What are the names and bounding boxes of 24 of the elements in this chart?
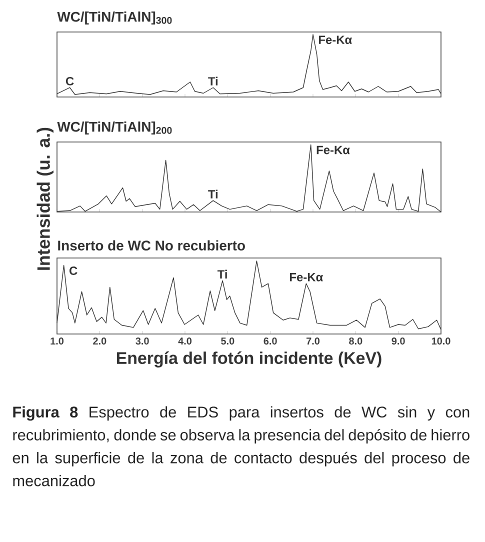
annotation: Fe-Kα [316,146,350,154]
annotation: C [70,266,78,275]
x-tick-label: 7.0 [306,338,320,345]
chart-title: Inserto de WC No recubierto [58,240,245,251]
annotation: Fe-Kα [290,273,323,282]
text: Figura 8 Espectro de EDS para insertos de WC sin y con recubrimiento, donde se observa la presencia del depósito de hierro en la superficie de la zona de contacto después del proceso de mecanizado [12,406,470,486]
annotation: Ti [217,270,227,278]
chart-title: WC/[TiN/TiAlN]$_{200}$ [57,121,172,134]
y-axis-title: Intensidad (u. a.) [36,128,54,270]
annotation: Ti [208,76,218,86]
chart-title: WC/[TiN/TiAlN]$_{300}$ [57,11,172,24]
x-tick-label: 1.0 [50,338,64,345]
x-tick-label: 5.0 [221,338,234,345]
annotation: Ti [208,190,218,198]
x-tick-label: 8.0 [349,338,362,345]
x-tick-label: 4.0 [178,338,192,345]
x-tick-label: 3.0 [136,338,149,345]
x-axis-title: Energía del fotón incidente (KeV) [116,351,382,368]
x-tick-label: 9.0 [392,338,405,345]
annotation: Fe-Kα [318,36,352,44]
x-tick-label: 2.0 [93,338,106,345]
annotation: C [66,76,74,86]
x-tick-label: 6.0 [264,338,277,345]
x-tick-label: 10.0 [432,338,450,345]
